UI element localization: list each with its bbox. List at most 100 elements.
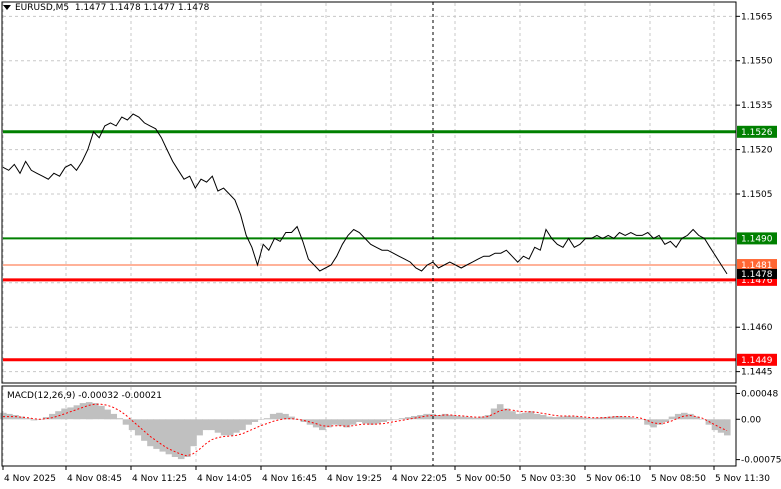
macd-bar [674,413,682,420]
time-tick-label: 4 Nov 14:05 [197,474,252,484]
macd-bar [79,403,87,420]
macd-bar [42,417,50,420]
time-tick-label: 5 Nov 06:10 [586,474,641,484]
macd-bar [662,419,670,422]
macd-bar [12,415,19,420]
price-tick-label: 1.1565 [741,12,773,22]
macd-bar [128,419,136,431]
macd-bar [374,419,381,424]
macd-bar [18,416,25,420]
price-tick-label: 1.1550 [741,57,773,67]
time-tick-label: 4 Nov 16:45 [262,474,317,484]
level-1481-label-box [737,259,777,272]
macd-bar [724,419,731,436]
macd-bar [362,419,369,424]
time-tick-label: 5 Nov 11:30 [715,474,770,484]
macd-tick-label: -0.00075 [741,456,781,466]
symbol-timeframe: EURUSD,M5 [15,3,70,13]
macd-frame [1,385,737,467]
level-1476-label: 1.1476 [741,276,773,286]
current-price-box [737,268,777,279]
macd-bar [116,418,124,420]
time-axis: 4 Nov 2025 4 Nov 08:45 4 Nov 11:25 4 Nov 14… [2,466,770,484]
macd-bar [619,416,627,420]
macd-bar [582,417,590,420]
macd-bar [656,419,664,425]
macd-bar [368,419,375,425]
ohlc-values: 1.1477 1.1478 1.1477 1.1478 [74,3,210,13]
macd-bar [263,418,271,420]
dropdown-triangle-icon[interactable] [3,5,11,10]
time-tick-label: 4 Nov 22:05 [392,474,447,484]
macd-bar [220,419,228,436]
macd-bar [435,415,443,420]
price-tick-label: 1.1535 [741,101,773,111]
macd-bar [515,413,522,420]
macd-bar [30,419,38,421]
macd-bar [681,412,688,420]
macd-bar [417,415,424,420]
time-tick-label: 4 Nov 2025 [4,474,56,484]
macd-bar [159,419,167,452]
macd-bar [85,402,93,420]
macd-bar [184,419,191,457]
macd-signal-line [3,403,728,457]
macd-bar [24,418,32,420]
macd-bar [251,419,259,422]
time-tick-label: 4 Nov 11:25 [132,474,187,484]
macd-bar [607,416,614,420]
macd-bar [711,419,719,431]
macd-bar [558,416,565,420]
time-tick-label: 5 Nov 08:50 [651,474,706,484]
horizontal-levels[interactable] [3,130,736,362]
macd-bar [208,419,216,431]
macd-bar [423,413,430,420]
time-tick-label: 5 Nov 03:30 [521,474,576,484]
macd-indicator [0,402,731,460]
macd-bar [576,417,584,420]
level-1490-label-box [737,232,777,245]
macd-bar [110,413,117,420]
price-line [2,113,728,275]
macd-bar [460,416,467,420]
price-tick-label: 1.1460 [741,323,773,333]
macd-tick-label: 0.00 [741,415,761,425]
macd-bar [245,419,252,425]
macd-bar [104,409,111,420]
macd-bar [668,416,676,420]
macd-bar [61,408,68,420]
macd-bar [472,417,479,420]
macd-bar [134,419,142,436]
macd-bar [625,417,633,420]
macd-bar [687,413,694,420]
macd-bar [337,419,344,426]
macd-bar [595,417,602,420]
macd-header: MACD(12,26,9) -0.00032 -0.00021 [7,391,163,401]
macd-bar [319,419,326,431]
main-chart-grid [2,3,736,382]
macd-bar [177,419,185,460]
macd-bar [447,415,455,420]
macd-bar [6,413,13,420]
macd-bar [171,419,179,457]
macd-bar [196,419,203,436]
macd-bar [325,419,332,428]
level-1449-label: 1.1449 [741,356,773,366]
macd-bar [533,413,541,420]
macd-bar [73,405,81,420]
macd-bar [98,405,105,420]
time-tick-label: 4 Nov 19:25 [327,474,382,484]
time-tick-label: 5 Nov 00:50 [456,474,511,484]
macd-bar [67,407,74,420]
macd-bar [331,419,338,425]
price-polyline [2,113,728,275]
macd-bar [276,412,283,420]
chart-header: EURUSD,M5 1.1477 1.1478 1.1477 1.1478 [3,3,209,13]
macd-bar [638,419,645,420]
price-tick-label: 1.1520 [741,146,773,156]
macd-bar [202,419,209,431]
time-tick-label: 4 Nov 08:45 [67,474,122,484]
macd-bar [484,415,492,420]
